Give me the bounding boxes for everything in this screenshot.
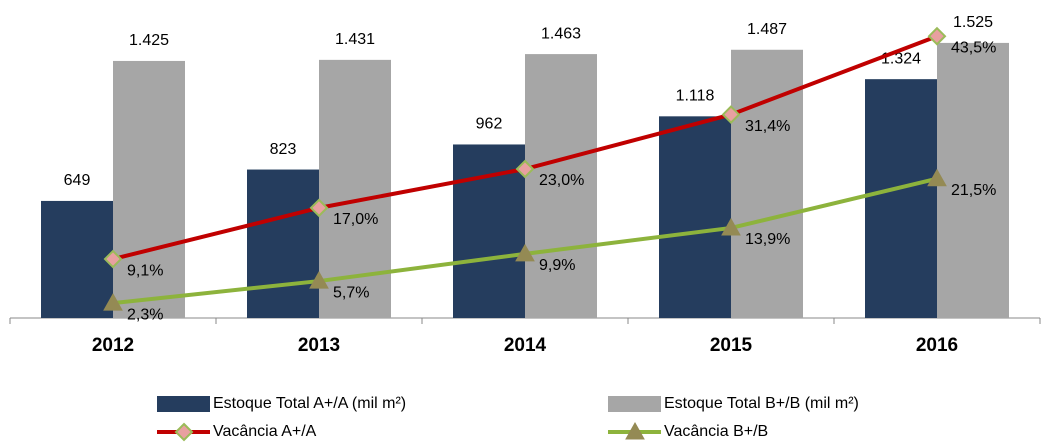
data-label: 2,3% [127, 306, 163, 323]
bar [731, 49, 803, 319]
marker [625, 421, 645, 440]
legend-swatch [608, 396, 661, 412]
x-tick-label: 2016 [916, 335, 958, 356]
legend-label: Estoque Total B+/B (mil m²) [664, 395, 859, 412]
marker [103, 293, 123, 311]
bar [41, 200, 113, 318]
data-label: 21,5% [951, 182, 996, 199]
marker [721, 105, 741, 124]
x-tick-label: 2015 [710, 335, 753, 356]
data-label: 9,1% [127, 262, 163, 279]
data-label: 31,4% [745, 118, 790, 135]
marker [309, 198, 329, 218]
bar [113, 60, 185, 319]
data-label: 1.463 [541, 25, 581, 42]
data-label: 1.118 [676, 88, 715, 105]
marker [174, 422, 194, 442]
data-label: 9,9% [539, 257, 575, 274]
marker [515, 159, 535, 179]
data-label: 649 [64, 172, 91, 189]
data-label: 23,0% [539, 172, 584, 189]
data-label: 1.487 [747, 21, 787, 38]
legend-label: Vacância A+/A [213, 423, 317, 440]
bar [525, 54, 597, 318]
data-label: 1.431 [335, 31, 375, 48]
bar [659, 116, 731, 318]
data-label: 5,7% [333, 284, 369, 301]
x-tick-label: 2012 [92, 335, 134, 356]
marker [721, 217, 741, 236]
data-label: 1.525 [953, 14, 993, 31]
data-label: 17,0% [333, 211, 378, 228]
legend-label: Vacância B+/B [664, 423, 768, 440]
data-label: 13,9% [745, 231, 790, 248]
marker [927, 26, 947, 46]
x-tick-label: 2013 [298, 335, 340, 356]
bar [937, 42, 1009, 318]
x-tick-label: 2014 [504, 335, 547, 356]
legend-label: Estoque Total A+/A (mil m²) [213, 395, 406, 412]
legend-swatch [157, 396, 210, 412]
data-label: 1.425 [129, 32, 169, 49]
marker [103, 249, 123, 269]
data-label: 43,5% [951, 39, 996, 56]
marker [515, 243, 535, 262]
bar [865, 79, 937, 318]
data-label: 962 [476, 116, 503, 133]
marker [309, 271, 329, 289]
bar [247, 169, 319, 318]
data-label: 823 [270, 141, 297, 158]
data-label: 1.324 [881, 50, 921, 67]
bar [453, 144, 525, 318]
marker [927, 168, 947, 187]
